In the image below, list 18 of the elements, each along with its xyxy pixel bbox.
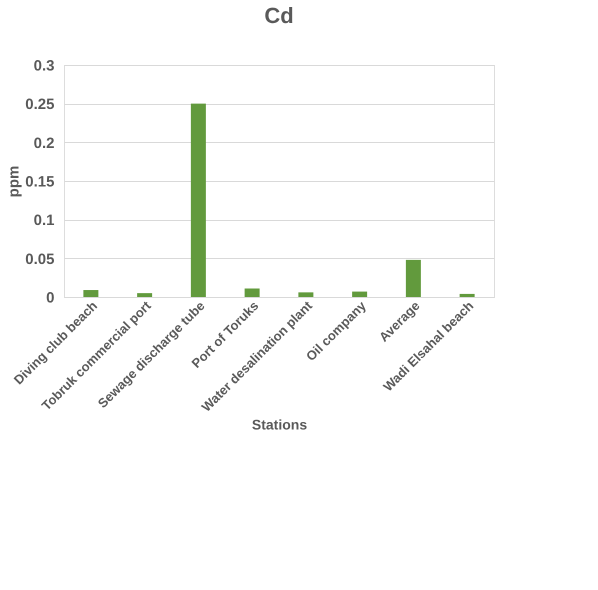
chart-title: Cd [264,3,294,28]
y-tick-label: 0.1 [34,212,54,230]
bar [460,294,475,297]
bar [406,260,421,297]
y-tick-label: 0.2 [34,134,54,152]
x-axis-title: Stations [252,416,308,433]
y-tick-label: 0.05 [25,250,54,268]
y-axis-title: ppm [5,166,22,198]
bar [83,290,98,297]
bar [244,288,260,297]
bar [352,292,368,297]
y-tick-label: 0.25 [25,96,54,114]
bar [298,292,314,297]
y-tick-label: 0.15 [25,174,54,190]
y-tick-label: 0.3 [34,58,54,74]
bar [137,293,152,297]
bar [190,104,206,297]
y-tick-label: 0 [46,290,54,306]
